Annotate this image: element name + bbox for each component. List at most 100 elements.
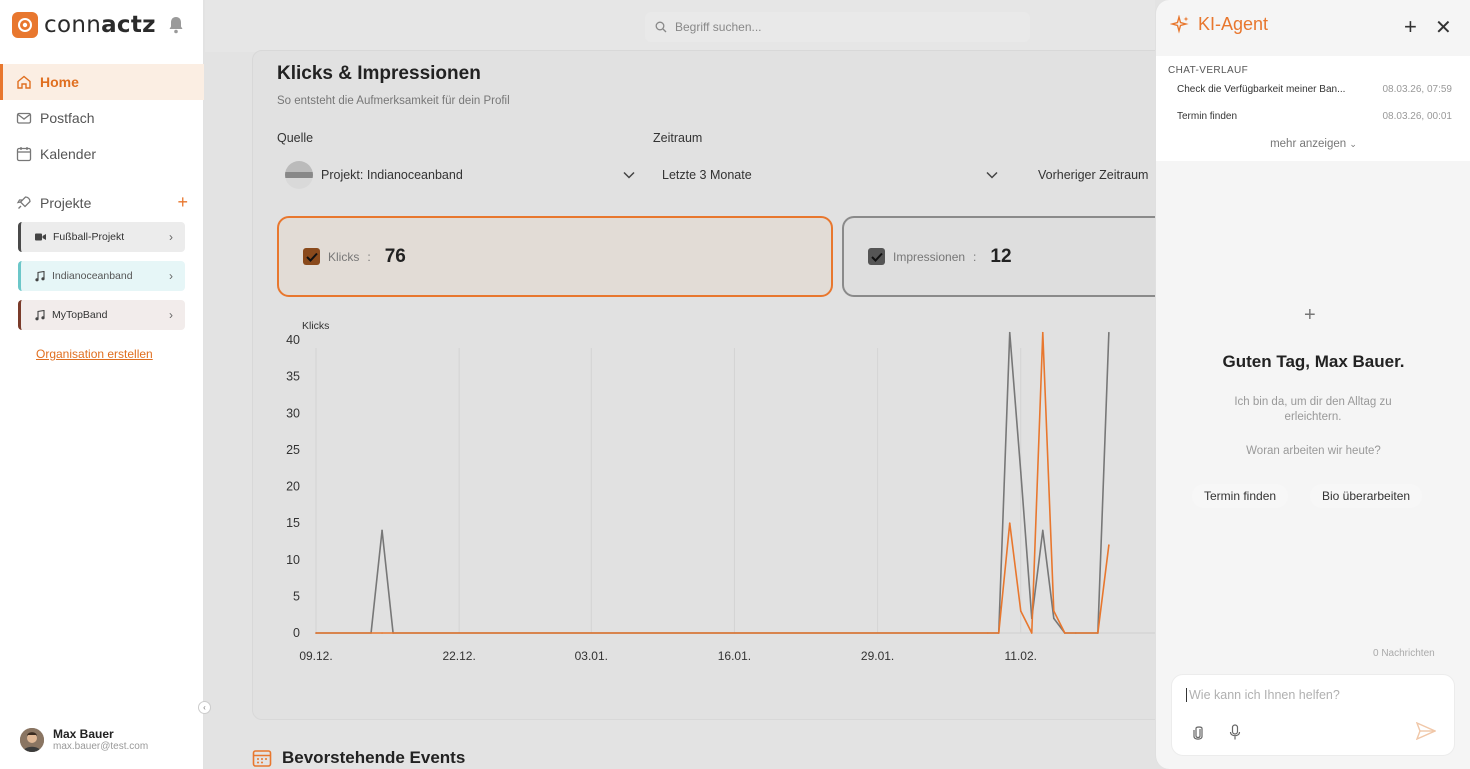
chevron-down-icon: ⌄ xyxy=(1349,139,1357,149)
calendar-icon xyxy=(16,146,32,162)
music-note-icon xyxy=(35,270,45,282)
nav-label: Home xyxy=(40,74,79,90)
new-chat-icon[interactable]: + xyxy=(1404,14,1417,39)
checkbox-icon[interactable] xyxy=(303,248,320,265)
nav-label: Postfach xyxy=(40,110,95,126)
y-tick-label: 10 xyxy=(286,553,300,567)
project-label: Indianoceanband xyxy=(52,270,133,282)
chevron-down-icon xyxy=(986,171,998,179)
chat-history-date: 08.03.26, 00:01 xyxy=(1382,111,1452,122)
chevron-right-icon: › xyxy=(169,308,173,322)
y-tick-label: 25 xyxy=(286,443,300,457)
x-tick-label: 03.01. xyxy=(575,649,608,663)
y-tick-label: 30 xyxy=(286,406,300,420)
chat-history-text: Termin finden xyxy=(1177,111,1238,122)
ai-agent-panel: KI-Agent + ✕ CHAT-VERLAUF Check die Verf… xyxy=(1155,0,1470,769)
data-point xyxy=(1019,610,1022,612)
project-item-fussball[interactable]: Fußball-Projekt › xyxy=(18,222,185,252)
data-point xyxy=(1041,331,1044,334)
chat-history-item[interactable]: Check die Verfügbarkeit meiner Ban... 08… xyxy=(1177,84,1452,95)
nav-item-kalender[interactable]: Kalender xyxy=(0,136,204,172)
chat-input-placeholder: Wie kann ich Ihnen helfen? xyxy=(1186,688,1340,702)
paperclip-icon[interactable] xyxy=(1192,725,1204,741)
y-tick-label: 40 xyxy=(286,333,300,347)
send-icon[interactable] xyxy=(1416,722,1436,740)
mail-icon xyxy=(16,110,32,126)
chevron-down-icon xyxy=(623,171,635,179)
data-point xyxy=(381,632,383,634)
chat-history-text: Check die Verfügbarkeit meiner Ban... xyxy=(1177,84,1346,95)
metric-label: Impressionen xyxy=(893,249,966,264)
main-nav: Home Postfach Kalender xyxy=(0,64,204,172)
series-line-klicks xyxy=(316,331,1110,634)
user-name: Max Bauer xyxy=(53,727,114,741)
source-select[interactable]: Projekt: Indianoceanband xyxy=(285,156,635,194)
y-tick-label: 20 xyxy=(286,480,300,494)
page-title: Klicks & Impressionen xyxy=(277,63,481,84)
x-tick-label: 16.01. xyxy=(718,649,751,663)
data-point xyxy=(1041,529,1044,532)
bell-icon[interactable] xyxy=(168,16,184,34)
greeting: Guten Tag, Max Bauer. xyxy=(1222,352,1405,371)
data-point xyxy=(1108,331,1110,334)
suggestion-chip[interactable]: Bio überarbeiten xyxy=(1310,484,1423,508)
data-point xyxy=(1030,632,1033,634)
projects-header: Projekte + xyxy=(16,192,188,213)
y-tick-label: 0 xyxy=(293,626,300,640)
chat-input[interactable]: Wie kann ich Ihnen helfen? xyxy=(1171,674,1455,756)
metric-separator: : xyxy=(367,249,371,264)
sidebar: connactz Home Postfach Kalender Projekte… xyxy=(0,0,204,769)
search-input[interactable]: Begriff suchen... xyxy=(645,12,1030,42)
add-project-icon[interactable]: + xyxy=(177,192,188,212)
project-item-indianoceanband[interactable]: Indianoceanband › xyxy=(18,261,185,291)
data-point xyxy=(1008,331,1011,334)
data-point xyxy=(1008,522,1011,524)
chat-history: CHAT-VERLAUF Check die Verfügbarkeit mei… xyxy=(1156,56,1470,161)
period-label: Zeitraum xyxy=(653,131,703,145)
project-thumbnail xyxy=(285,161,313,189)
data-point xyxy=(1064,632,1066,634)
metric-card-impressionen[interactable]: Impressionen : 12 xyxy=(842,216,1156,297)
period-select[interactable]: Letzte 3 Monate xyxy=(662,156,998,194)
period-value: Letzte 3 Monate xyxy=(662,168,752,182)
compare-select[interactable]: Vorheriger Zeitraum xyxy=(1038,156,1155,194)
metric-card-klicks[interactable]: Klicks : 76 xyxy=(277,216,833,297)
rocket-icon xyxy=(16,195,32,211)
projects-label: Projekte xyxy=(40,194,92,211)
data-point xyxy=(1108,544,1110,546)
sidebar-collapse-handle[interactable]: ‹ xyxy=(198,701,211,714)
chat-history-item[interactable]: Termin finden 08.03.26, 00:01 xyxy=(1177,111,1452,122)
music-note-icon xyxy=(35,309,45,321)
data-point xyxy=(986,632,989,634)
nav-item-postfach[interactable]: Postfach xyxy=(0,100,204,136)
chevron-right-icon: › xyxy=(169,230,173,244)
search-placeholder: Begriff suchen... xyxy=(675,20,762,34)
data-point xyxy=(392,632,394,634)
microphone-icon[interactable] xyxy=(1229,724,1241,741)
suggestion-chip[interactable]: Termin finden xyxy=(1192,484,1289,508)
message-count: 0 Nachrichten xyxy=(1373,648,1435,659)
close-icon[interactable]: ✕ xyxy=(1435,17,1452,39)
user-profile[interactable]: Max Bauer max.bauer@test.com xyxy=(20,727,148,752)
nav-item-home[interactable]: Home xyxy=(0,64,204,100)
chat-history-date: 08.03.26, 07:59 xyxy=(1382,84,1452,95)
logo-icon xyxy=(12,12,38,38)
home-icon xyxy=(16,74,32,90)
events-section-header: Bevorstehende Events xyxy=(252,748,465,768)
video-icon xyxy=(35,233,46,241)
logo[interactable]: connactz xyxy=(12,12,156,38)
x-tick-label: 22.12. xyxy=(442,649,475,663)
x-tick-label: 29.01. xyxy=(861,649,894,663)
create-organisation-link[interactable]: Organisation erstellen xyxy=(36,347,153,361)
y-tick-label: 5 xyxy=(293,589,300,603)
y-tick-label: 15 xyxy=(286,516,300,530)
data-point xyxy=(1052,610,1055,612)
logo-text: connactz xyxy=(44,12,156,38)
show-more-button[interactable]: mehr anzeigen ⌄ xyxy=(1270,138,1357,150)
y-axis-label: Klicks xyxy=(302,320,329,332)
data-point xyxy=(1052,617,1055,620)
project-item-mytopband[interactable]: MyTopBand › xyxy=(18,300,185,330)
metric-separator: : xyxy=(973,249,977,264)
checkbox-icon[interactable] xyxy=(868,248,885,265)
user-email: max.bauer@test.com xyxy=(53,741,149,752)
